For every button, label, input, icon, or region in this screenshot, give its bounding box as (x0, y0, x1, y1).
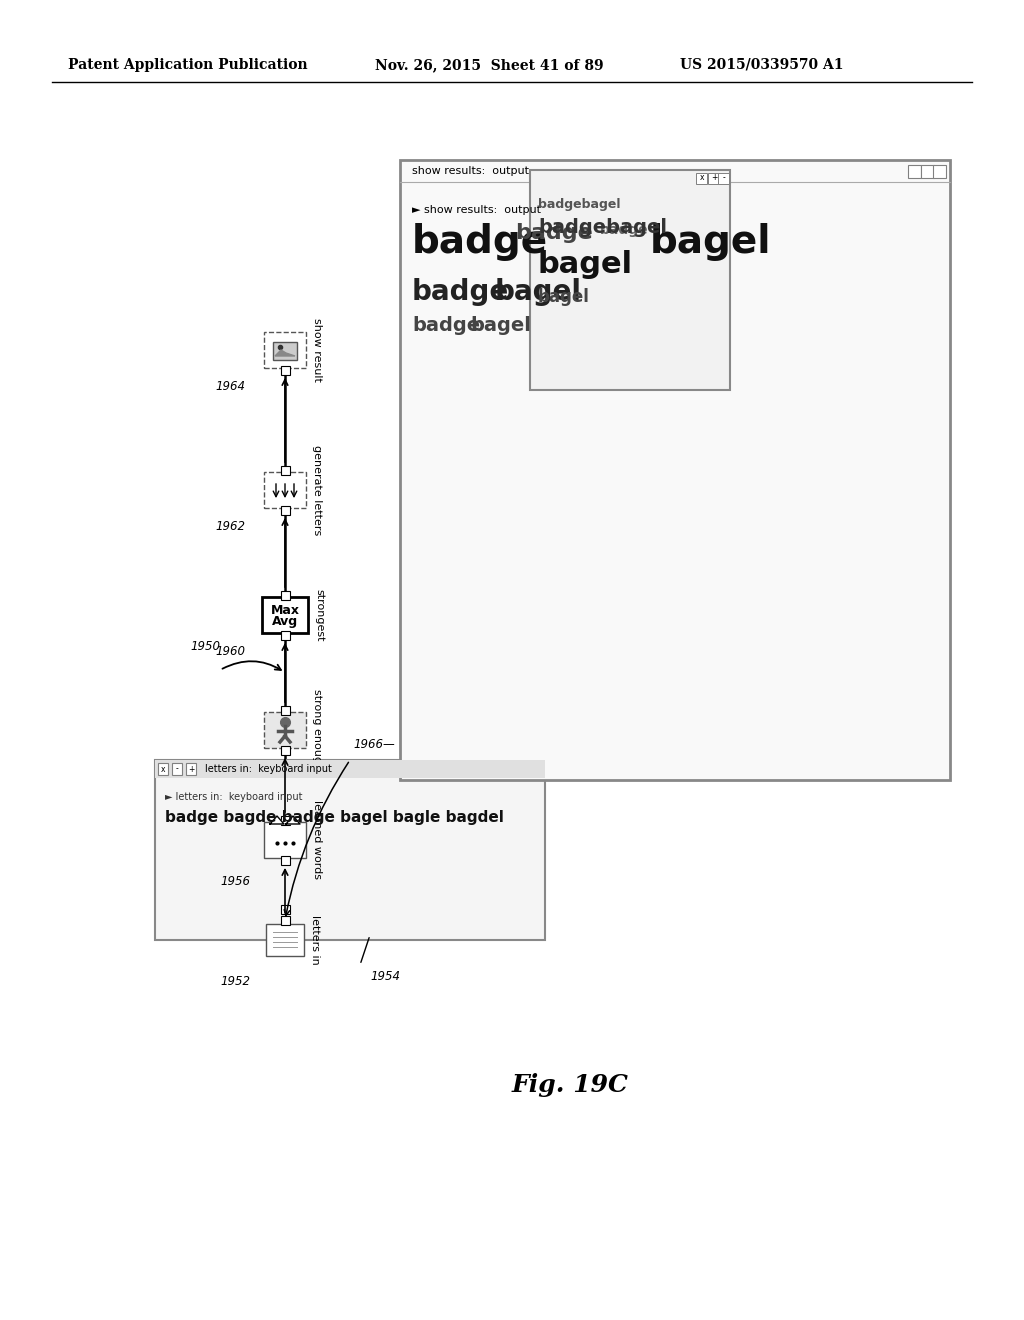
Text: 1964: 1964 (215, 380, 245, 393)
Text: badge: badge (412, 315, 480, 335)
Bar (266, 924, 304, 956)
Text: ► letters in:  keyboard input: ► letters in: keyboard input (165, 792, 302, 803)
Text: 1966—: 1966— (353, 738, 395, 751)
Bar (281, 366, 290, 375)
Text: learned words: learned words (312, 800, 322, 879)
Bar (281, 816, 290, 825)
Text: Max: Max (270, 603, 299, 616)
Bar (281, 631, 290, 639)
Bar (908, 165, 921, 178)
Bar (264, 822, 306, 858)
Text: -: - (723, 173, 725, 182)
Bar (273, 342, 297, 360)
Text: Avg: Avg (272, 615, 298, 628)
Bar (933, 165, 946, 178)
Text: Nov. 26, 2015  Sheet 41 of 89: Nov. 26, 2015 Sheet 41 of 89 (375, 58, 603, 73)
Bar (921, 165, 934, 178)
Text: 1954: 1954 (370, 970, 400, 983)
Text: bagel: bagel (538, 249, 633, 279)
Text: badge: badge (600, 223, 648, 238)
Polygon shape (275, 350, 295, 356)
Text: x: x (699, 173, 705, 182)
Text: US 2015/0339570 A1: US 2015/0339570 A1 (680, 58, 844, 73)
Text: bagel: bagel (538, 288, 590, 306)
Bar (172, 763, 182, 775)
Bar (264, 711, 306, 748)
Bar (155, 760, 545, 940)
Bar (530, 170, 730, 389)
Bar (264, 473, 306, 508)
Text: letters in: letters in (310, 915, 319, 965)
Bar (281, 506, 290, 515)
Bar (281, 855, 290, 865)
Text: show results:  output: show results: output (412, 166, 529, 176)
Text: -: - (176, 764, 178, 774)
Bar (281, 904, 290, 913)
Text: +: + (711, 173, 717, 182)
Text: bagel: bagel (495, 279, 582, 306)
Bar (186, 763, 196, 775)
Polygon shape (286, 816, 300, 824)
Text: ► show results:  output: ► show results: output (412, 205, 541, 215)
Text: 1956: 1956 (220, 875, 250, 888)
Text: bagel: bagel (650, 223, 771, 261)
Text: 1952: 1952 (220, 975, 250, 987)
Text: badgebagel: badgebagel (538, 198, 621, 211)
Bar (262, 597, 308, 634)
Text: bagel: bagel (470, 315, 530, 335)
Bar (281, 466, 290, 474)
Text: badge bagde badge bagel bagle bagdel: badge bagde badge bagel bagle bagdel (165, 810, 504, 825)
Text: badgebagel: badgebagel (538, 218, 667, 238)
Text: 1958: 1958 (220, 766, 250, 777)
Text: generate letters: generate letters (312, 445, 322, 535)
Text: 1962: 1962 (215, 520, 245, 533)
Bar (281, 705, 290, 714)
Text: Fig. 19C: Fig. 19C (512, 1073, 629, 1097)
Text: strong enough: strong enough (312, 689, 322, 771)
Text: 1960: 1960 (215, 645, 245, 657)
Bar (696, 173, 707, 183)
Bar (264, 333, 306, 368)
Bar (708, 173, 719, 183)
Text: letters in:  keyboard input: letters in: keyboard input (205, 764, 332, 774)
Text: strongest: strongest (314, 589, 324, 642)
Text: 1950: 1950 (190, 640, 220, 653)
Text: badge: badge (515, 223, 593, 243)
Bar (718, 173, 729, 183)
Text: Patent Application Publication: Patent Application Publication (68, 58, 307, 73)
Bar (158, 763, 168, 775)
Text: +: + (187, 764, 195, 774)
Bar (281, 916, 290, 924)
Text: badge: badge (412, 279, 509, 306)
Polygon shape (270, 816, 284, 824)
Bar (400, 160, 950, 780)
Text: show result: show result (312, 318, 322, 381)
Bar (281, 746, 290, 755)
Text: badge: badge (412, 223, 548, 261)
Text: x: x (161, 764, 165, 774)
Bar (281, 590, 290, 599)
Bar (155, 760, 545, 777)
